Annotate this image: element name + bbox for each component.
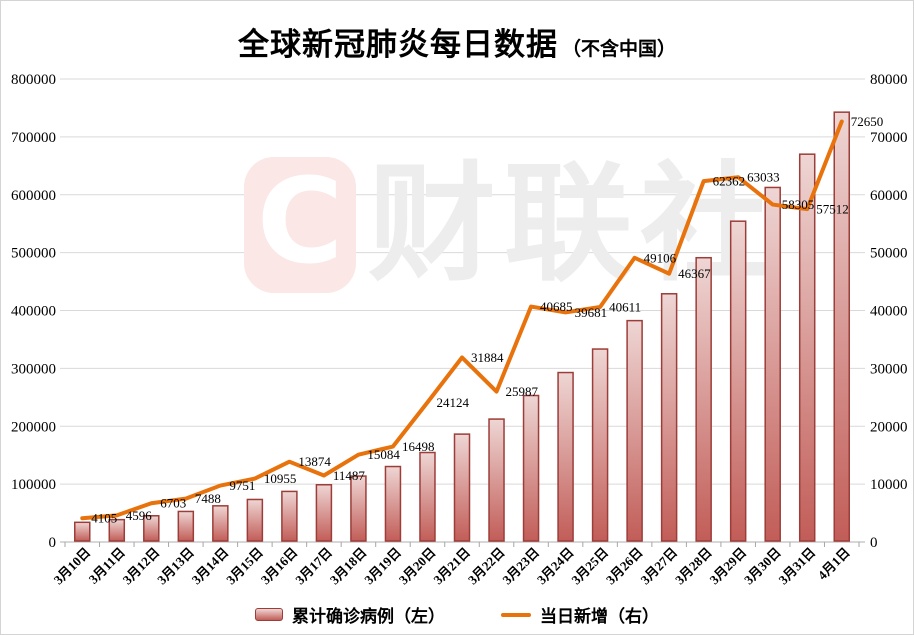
left-axis-tick-label: 300000 [11,361,56,377]
bar-3月12日 [143,515,160,542]
bar-3月28日 [695,256,712,542]
left-axis-tick-label: 800000 [11,72,56,88]
left-axis-tick-label: 700000 [11,130,56,146]
bar-3月26日 [626,319,643,542]
bar-3月22日 [488,418,505,542]
legend-item-daily-new: 当日新增（右） [501,602,659,627]
data-label-3月28日: 62362 [713,174,746,189]
chart-title: 全球新冠肺炎每日数据 （不含中国） [1,19,913,64]
left-axis-tick-label: 600000 [11,188,56,204]
bar-3月31日 [798,153,816,542]
bar-3月30日 [764,186,781,542]
bar-3月25日 [591,348,609,542]
bar-3月20日 [419,451,436,542]
bar-3月10日 [74,521,91,542]
data-label-3月27日: 46367 [678,266,711,281]
data-label-3月13日: 7488 [195,491,221,506]
right-axis-tick-label: 20000 [870,419,908,435]
data-label-3月18日: 15084 [367,447,400,462]
right-axis-tick-label: 30000 [870,361,908,377]
data-label-3月31日: 57512 [816,202,849,217]
right-axis-tick-label: 40000 [870,304,908,320]
data-label-3月23日: 40685 [540,299,573,314]
bar-3月14日 [212,505,229,542]
chart-title-subtitle: （不含中国） [561,39,676,60]
legend-label-cumulative: 累计确诊病例（左） [292,607,445,626]
data-label-3月22日: 25987 [506,384,539,399]
right-axis-tick-label: 70000 [870,130,908,146]
left-axis-tick-label: 500000 [11,246,56,262]
chart-title-main: 全球新冠肺炎每日数据 [237,27,558,62]
bar-series-swatch-icon [255,608,283,621]
data-label-3月26日: 49106 [644,250,677,265]
data-label-3月17日: 11487 [333,468,366,483]
data-label-3月12日: 6703 [160,496,186,511]
bar-3月21日 [453,433,471,542]
legend-label-daily-new: 当日新增（右） [540,607,659,626]
left-axis-tick-label: 400000 [11,304,56,320]
data-label-3月15日: 10955 [264,471,297,486]
legend: 累计确诊病例（左） 当日新增（右） [1,602,913,627]
bar-3月11日 [108,518,126,542]
data-label-3月24日: 39681 [575,305,608,320]
bar-3月16日 [281,490,298,542]
right-axis-tick-label: 50000 [870,246,908,262]
data-label-3月20日: 24124 [436,395,469,410]
bar-3月13日 [177,510,195,542]
right-axis-tick-label: 0 [870,535,878,551]
data-label-3月19日: 16498 [402,439,435,454]
daily-new-line [80,119,844,521]
bar-3月29日 [729,220,747,542]
bar-3月18日 [350,475,367,542]
data-label-3月30日: 58305 [782,197,815,212]
data-label-3月14日: 9751 [229,478,255,493]
bar-3月23日 [522,394,540,542]
bar-3月17日 [315,484,333,542]
bar-3月27日 [660,293,678,542]
line-series-swatch-icon [501,612,531,617]
data-label-3月29日: 63033 [747,170,780,185]
bar-3月24日 [557,371,574,542]
right-axis-tick-label: 10000 [870,477,908,493]
data-label-4月1日: 72650 [851,114,884,129]
data-label-3月25日: 40611 [609,299,641,314]
data-label-3月11日: 4596 [126,508,153,523]
right-axis-tick-label: 80000 [870,72,908,88]
left-axis-tick-label: 100000 [11,477,56,493]
left-axis-tick-label: 0 [49,535,57,551]
right-axis-tick-label: 60000 [870,188,908,204]
data-label-3月16日: 13874 [298,454,331,469]
legend-item-cumulative: 累计确诊病例（左） [255,602,445,627]
bar-4月1日 [833,111,850,542]
bar-3月15日 [246,498,264,542]
left-axis-tick-label: 200000 [11,419,56,435]
data-label-3月10日: 4105 [91,511,117,526]
bar-3月19日 [384,465,402,542]
data-label-3月21日: 31884 [471,350,504,365]
